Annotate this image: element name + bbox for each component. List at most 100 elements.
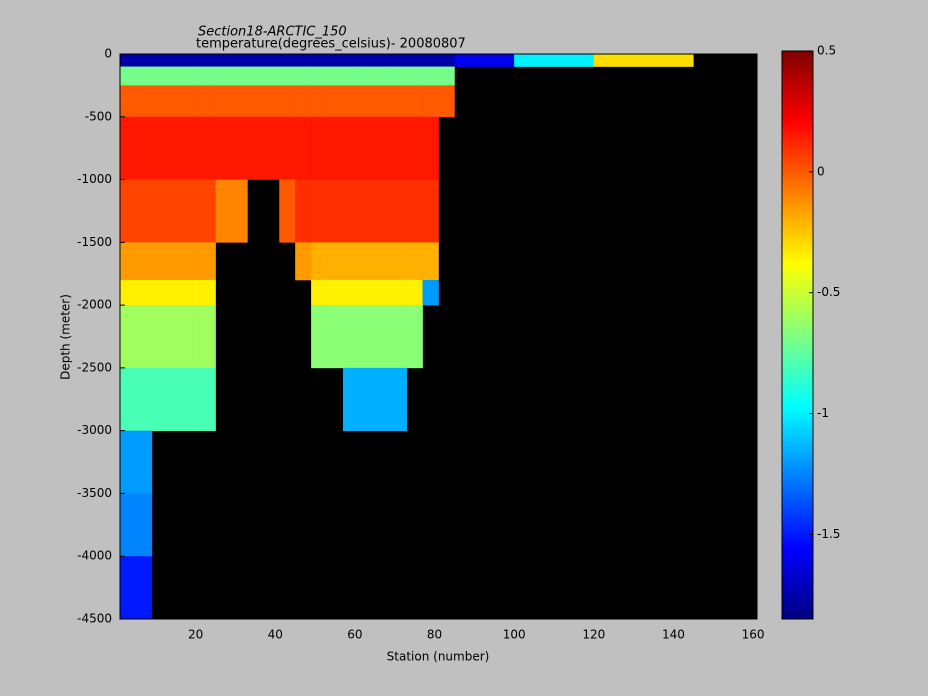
cell [135,54,153,67]
cell [390,66,407,86]
y-tick-label: -2500 [77,360,112,374]
cell [135,116,153,180]
cell [135,242,153,281]
cell [327,242,344,281]
cell [279,66,296,86]
cell [183,85,200,118]
cell [183,242,200,281]
cell [295,179,312,243]
x-tick-label: 60 [347,628,362,642]
cell [390,116,407,180]
cell [390,367,407,431]
cell [231,85,248,118]
cell [327,85,344,118]
cell [342,242,360,281]
cell [279,116,296,180]
cell [199,179,216,243]
cell [422,242,439,281]
cell [311,179,328,243]
x-axis-label: Station (number) [387,650,490,664]
cell [342,305,360,369]
cell [199,66,216,86]
cell [183,305,200,369]
cell [135,66,153,86]
cell [199,85,216,118]
cell [183,116,200,180]
cell [215,85,232,118]
cell [358,242,376,281]
cell [327,305,344,369]
x-tick-label: 20 [188,628,203,642]
cell [422,179,439,243]
cell [390,305,407,369]
y-tick-label: 0 [104,47,112,61]
colorbar-tick-label: 0.5 [817,44,836,58]
cell [199,242,216,281]
cell [358,179,376,243]
y-tick-label: -3000 [77,423,112,437]
cell [247,85,264,118]
cell [135,179,153,243]
cell [263,54,280,67]
cell [135,280,153,306]
cell [120,85,137,118]
cell [406,66,423,86]
cell [374,305,392,369]
cell [390,85,407,118]
cell [199,305,216,369]
cell [358,54,376,67]
cell [406,85,423,118]
cell [342,280,360,306]
cell [263,85,280,118]
cell [422,54,439,67]
cell [374,367,392,431]
cell [342,85,360,118]
cell [199,367,216,431]
cell [183,66,200,86]
cell [120,493,137,557]
cell [151,242,169,281]
cell [151,66,169,86]
cell [438,85,455,118]
cell [390,242,407,281]
cell [199,54,216,67]
cell [279,54,296,67]
colorbar-tick-label: -1.5 [817,527,840,541]
cell [167,367,184,431]
cell [327,116,344,180]
cell [151,367,169,431]
cell [279,179,296,243]
cell [120,556,137,620]
cell [311,280,328,306]
cell [247,54,264,67]
cell [135,430,153,494]
y-tick-label: -1000 [77,172,112,186]
cell [135,556,153,620]
cell [199,280,216,306]
cell [167,66,184,86]
plot-frame [119,53,758,620]
cell [358,66,376,86]
cell [247,116,264,180]
cell [374,242,392,281]
cell [183,179,200,243]
cell [374,85,392,118]
y-tick-label: -4000 [77,549,112,563]
cell [263,116,280,180]
x-tick-label: 160 [742,628,765,642]
cell [422,280,439,306]
cell [342,66,360,86]
cell [295,242,312,281]
cell [120,280,137,306]
cell [135,305,153,369]
cell [342,179,360,243]
cell [167,116,184,180]
cell [183,367,200,431]
cell [231,66,248,86]
cell [422,116,439,180]
cell [374,66,392,86]
cell [327,280,344,306]
cell [358,116,376,180]
cell [215,66,232,86]
colorbar-tick-label: -1 [817,406,829,420]
